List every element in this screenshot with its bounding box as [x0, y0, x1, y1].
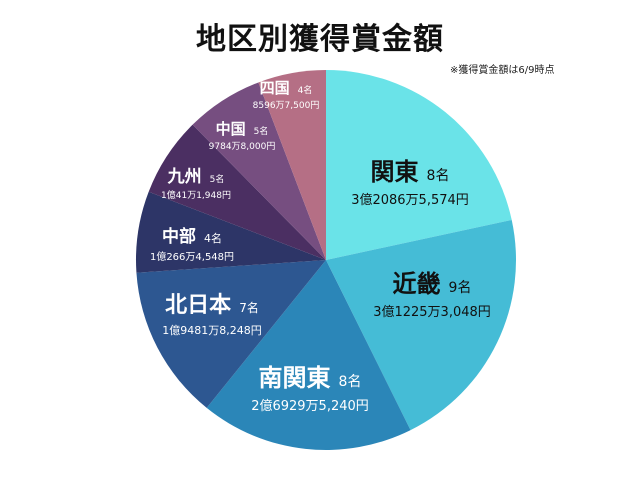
slice-region-label: 南関東 8名 — [259, 364, 362, 392]
chart-note: ※獲得賞金額は6/9時点 — [450, 65, 555, 76]
slice-amount-label: 9784万8,000円 — [209, 141, 276, 152]
pie-slice-1 — [326, 70, 512, 260]
slice-amount-label: 2億6929万5,240円 — [251, 398, 369, 414]
slice-amount-label: 3億2086万5,574円 — [351, 192, 469, 208]
slice-amount-label: 1億9481万8,248円 — [162, 324, 261, 337]
slice-amount-label: 8596万7,500円 — [253, 100, 320, 111]
pie-slice-5 — [136, 191, 326, 273]
slice-label-5: 中部 4名 1億266万4,548円 — [150, 226, 234, 263]
slice-label-2: 近畿 9名 3億1225万3,048円 — [373, 270, 491, 320]
slice-region-label: 九州 5名 — [167, 167, 225, 187]
slice-label-7: 中国 5名 9784万8,000円 — [209, 120, 276, 152]
slice-label-3: 南関東 8名 2億6929万5,240円 — [251, 364, 369, 414]
slice-region-label: 北日本 7名 — [165, 293, 259, 318]
pie-slice-8 — [258, 70, 326, 260]
slice-label-8: 四国 4名 8596万7,500円 — [253, 79, 320, 111]
slice-label-1: 関東 8名 3億2086万5,574円 — [351, 158, 469, 208]
chart-title: 地区別獲得賞金額 — [196, 22, 444, 57]
pie-slice-2 — [326, 219, 516, 431]
slice-region-label: 中部 4名 — [162, 226, 222, 247]
slice-region-label: 近畿 9名 — [393, 270, 472, 298]
pie-slice-6 — [148, 124, 326, 261]
pie-slice-4 — [136, 260, 326, 408]
slice-label-4: 北日本 7名 1億9481万8,248円 — [162, 293, 261, 337]
slice-region-label: 四国 4名 — [260, 79, 313, 97]
slice-region-label: 関東 8名 — [371, 158, 450, 186]
slice-amount-label: 1億266万4,548円 — [150, 250, 234, 263]
slice-amount-label: 3億1225万3,048円 — [373, 304, 491, 320]
slice-region-label: 中国 5名 — [216, 120, 269, 138]
pie-slice-7 — [192, 82, 326, 260]
slice-amount-label: 1億41万1,948円 — [161, 189, 231, 201]
slice-label-6: 九州 5名 1億41万1,948円 — [161, 167, 231, 201]
pie-slice-3 — [206, 260, 411, 451]
